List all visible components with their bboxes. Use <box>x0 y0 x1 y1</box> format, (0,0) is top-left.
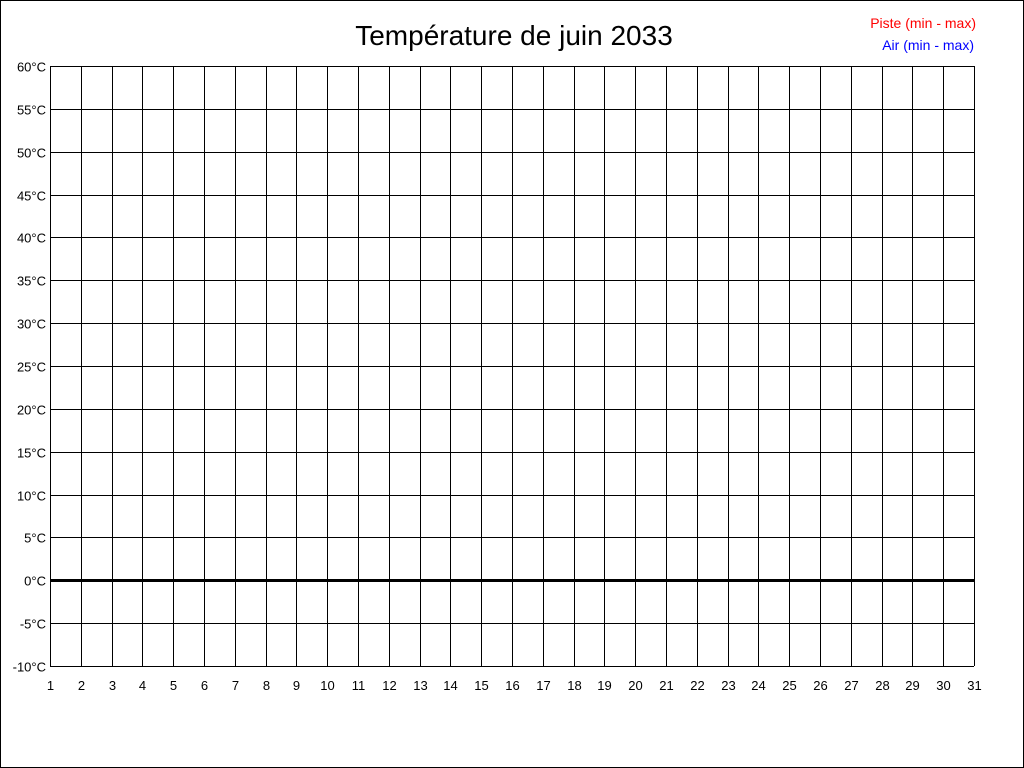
y-tick-label: 10°C <box>17 489 46 504</box>
x-tick-label: 23 <box>721 678 735 693</box>
legend-air: Air (min - max) <box>882 37 974 53</box>
legend-piste: Piste (min - max) <box>870 15 976 31</box>
y-tick-label: 25°C <box>17 360 46 375</box>
x-tick-label: 17 <box>536 678 550 693</box>
x-tick-label: 21 <box>659 678 673 693</box>
x-tick-label: 30 <box>936 678 950 693</box>
y-tick-label: 5°C <box>24 531 46 546</box>
x-tick-label: 20 <box>628 678 642 693</box>
chart-title: Température de juin 2033 <box>355 20 673 51</box>
x-tick-label: 12 <box>382 678 396 693</box>
x-tick-label: 27 <box>844 678 858 693</box>
y-tick-label: 30°C <box>17 317 46 332</box>
x-tick-label: 10 <box>320 678 334 693</box>
x-tick-label: 3 <box>109 678 116 693</box>
x-tick-label: 25 <box>782 678 796 693</box>
y-tick-label: 35°C <box>17 274 46 289</box>
x-tick-label: 31 <box>967 678 981 693</box>
y-tick-label: 0°C <box>24 574 46 589</box>
y-tick-label: 50°C <box>17 146 46 161</box>
y-tick-label: 40°C <box>17 231 46 246</box>
x-tick-label: 7 <box>232 678 239 693</box>
x-tick-label: 5 <box>170 678 177 693</box>
x-tick-label: 28 <box>875 678 889 693</box>
x-tick-label: 9 <box>293 678 300 693</box>
x-tick-label: 13 <box>413 678 427 693</box>
x-tick-label: 6 <box>201 678 208 693</box>
x-tick-label: 29 <box>905 678 919 693</box>
x-tick-label: 22 <box>690 678 704 693</box>
x-tick-label: 14 <box>443 678 457 693</box>
x-tick-label: 2 <box>78 678 85 693</box>
y-tick-label: 55°C <box>17 103 46 118</box>
x-tick-label: 1 <box>47 678 54 693</box>
x-tick-label: 16 <box>505 678 519 693</box>
tick-labels: 1 2 3 4 5 6 7 8 9 10 11 12 13 14 15 16 17 18 19 20 21 22 23 24 2… <box>13 60 982 694</box>
grid <box>50 66 975 667</box>
x-tick-label: 11 <box>352 678 366 693</box>
x-tick-label: 24 <box>751 678 765 693</box>
x-tick-label: 19 <box>597 678 611 693</box>
x-tick-label: 8 <box>263 678 270 693</box>
x-tick-label: 26 <box>813 678 827 693</box>
y-tick-label: 45°C <box>17 189 46 204</box>
y-tick-label: -5°C <box>20 617 46 632</box>
y-tick-label: -10°C <box>13 660 46 675</box>
x-tick-label: 18 <box>567 678 581 693</box>
x-tick-label: 4 <box>139 678 146 693</box>
x-tick-label: 15 <box>474 678 488 693</box>
y-tick-label: 60°C <box>17 60 46 75</box>
y-tick-label: 15°C <box>17 446 46 461</box>
y-tick-label: 20°C <box>17 403 46 418</box>
